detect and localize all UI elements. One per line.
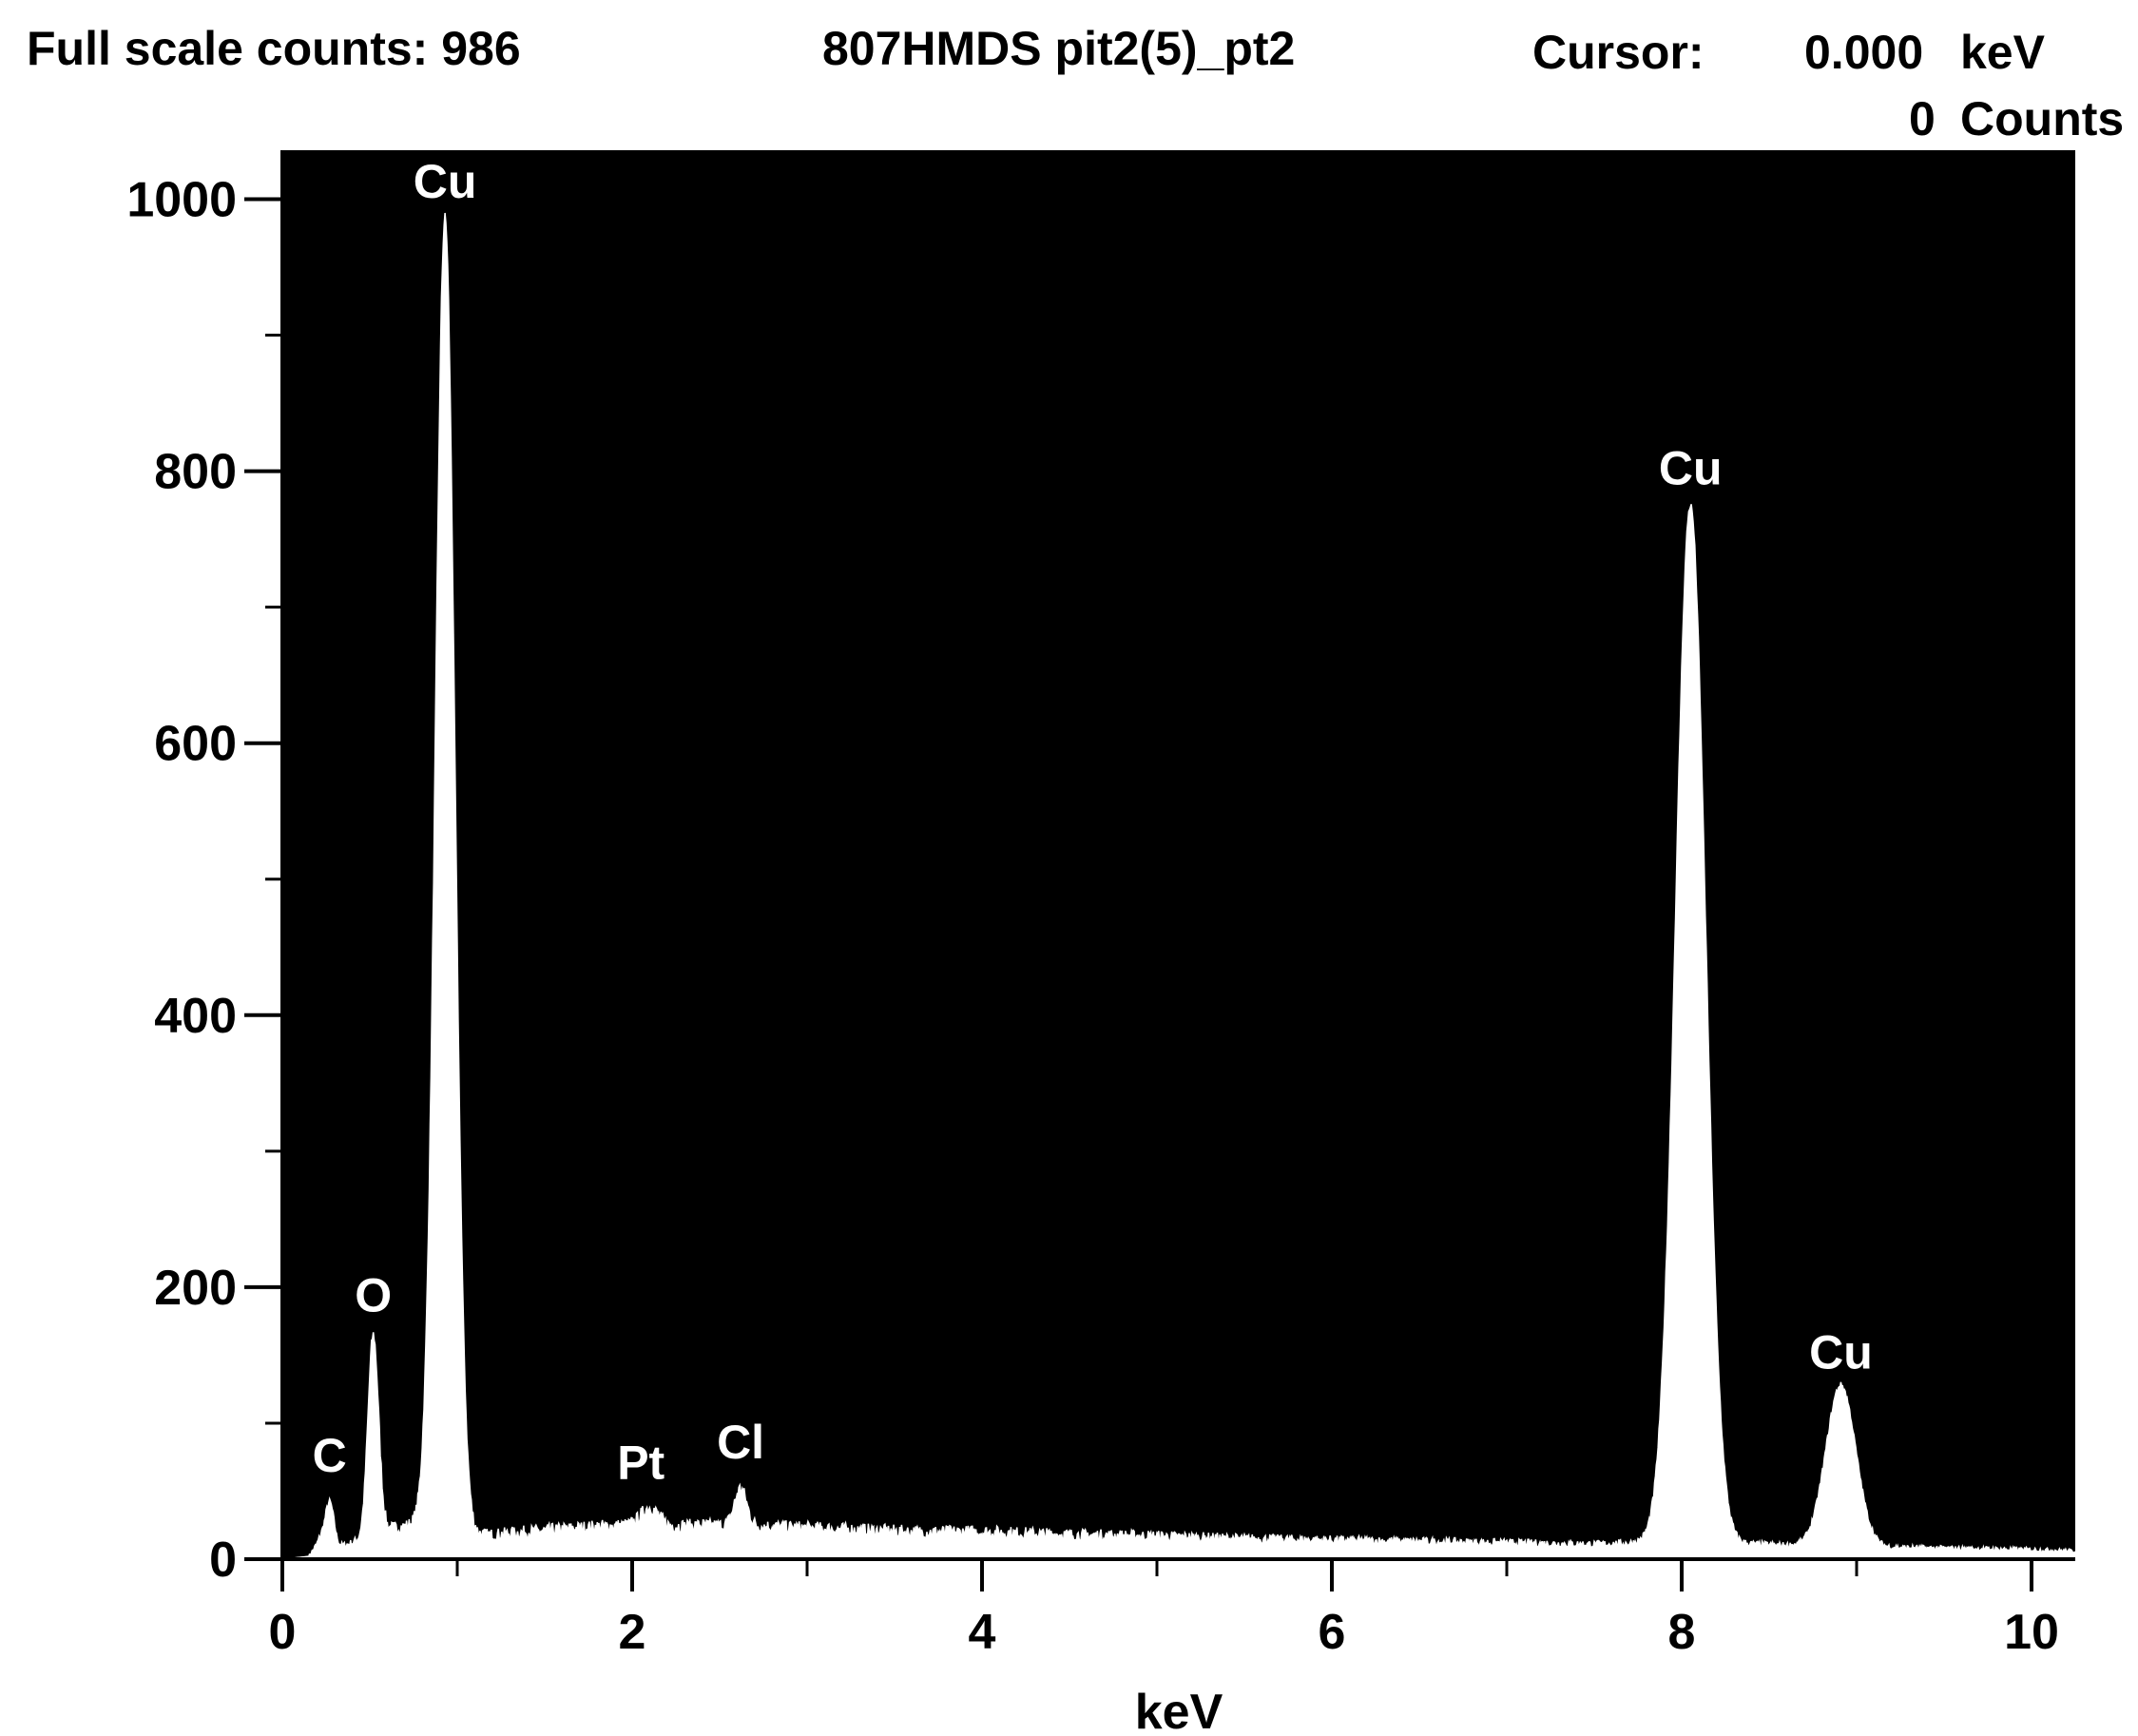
peak-label-c-0: C (313, 1429, 347, 1482)
x-tick-label-10: 10 (2004, 1605, 2059, 1660)
sample-name: 807HMDS pit2(5)_pt2 (822, 22, 1296, 75)
cursor-kev-unit: keV (1960, 26, 2045, 79)
peak-label-o-1: O (355, 1268, 392, 1321)
peak-label-pt-3: Pt (617, 1436, 665, 1489)
x-tick-label-8: 8 (1668, 1605, 1696, 1660)
x-tick-label-0: 0 (269, 1605, 297, 1660)
cursor-kev-value: 0.000 (1804, 26, 1924, 79)
y-tick-label-800: 800 (154, 445, 237, 500)
y-tick-label-600: 600 (154, 717, 237, 772)
y-tick-label-400: 400 (154, 989, 237, 1044)
y-tick-label-0: 0 (209, 1533, 237, 1588)
cursor-counts-value: 0 (1909, 92, 1936, 145)
y-tick-label-200: 200 (154, 1261, 237, 1316)
cursor-label: Cursor: (1532, 26, 1705, 79)
y-tick-label-1000: 1000 (126, 172, 237, 227)
spectrum-trace (281, 212, 2076, 1560)
peak-label-cu-2: Cu (414, 155, 477, 208)
peak-label-cu-5: Cu (1659, 442, 1723, 495)
peak-label-cl-4: Cl (717, 1416, 764, 1469)
full-scale-counts: Full scale counts: 986 (27, 22, 521, 75)
x-tick-label-2: 2 (619, 1605, 646, 1660)
x-axis-title: keV (1135, 1685, 1223, 1736)
x-tick-label-6: 6 (1319, 1605, 1346, 1660)
cursor-counts-unit: Counts (1960, 92, 2125, 145)
plot-area (282, 150, 2075, 1559)
x-tick-label-4: 4 (969, 1605, 996, 1660)
peak-label-cu-6: Cu (1809, 1325, 1873, 1379)
